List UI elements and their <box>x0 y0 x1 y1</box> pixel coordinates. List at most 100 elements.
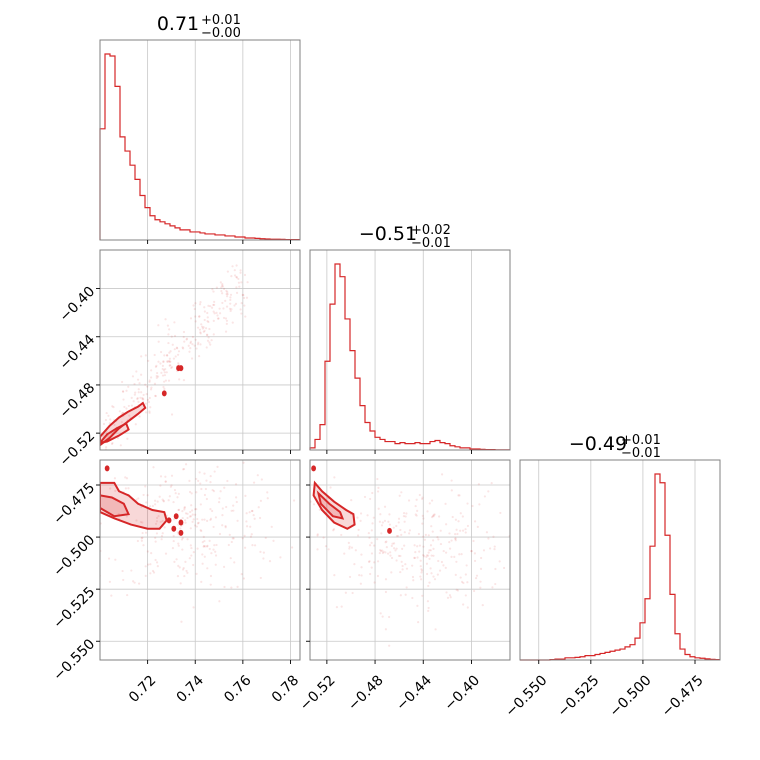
scatter-point <box>225 319 229 322</box>
scatter-point <box>200 580 203 583</box>
scatter-point <box>161 374 165 377</box>
scatter-point <box>209 574 213 578</box>
scatter-point <box>359 519 362 522</box>
scatter-point <box>194 508 197 511</box>
scatter-point <box>166 354 169 357</box>
scatter-point <box>170 484 173 487</box>
scatter-point <box>209 508 212 511</box>
scatter-point <box>234 483 238 486</box>
scatter-point <box>177 492 180 495</box>
scatter-point <box>407 499 411 502</box>
pair-content <box>100 460 296 660</box>
scatter-point <box>383 505 387 508</box>
scatter-point <box>226 290 229 294</box>
scatter-point <box>399 554 402 558</box>
scatter-point <box>419 565 422 568</box>
x-tick-label: −0.475 <box>659 672 707 720</box>
scatter-point <box>149 388 153 391</box>
scatter-point <box>418 493 421 497</box>
scatter-point <box>237 281 241 284</box>
scatter-point <box>184 519 187 522</box>
hist-panel-0 <box>99 39 301 241</box>
scatter-point <box>141 396 144 400</box>
scatter-point <box>384 590 388 594</box>
scatter-point <box>489 547 492 550</box>
contour-blob <box>161 390 167 397</box>
scatter-point <box>154 558 157 562</box>
scatter-point <box>197 521 200 524</box>
scatter-point <box>244 315 247 318</box>
scatter-point <box>144 383 147 386</box>
scatter-point <box>490 482 493 485</box>
scatter-point <box>218 312 222 315</box>
scatter-point <box>425 562 429 565</box>
scatter-point <box>212 310 215 313</box>
scatter-point <box>111 405 114 408</box>
scatter-point <box>205 479 208 482</box>
scatter-point <box>217 501 221 504</box>
scatter-point <box>390 571 393 574</box>
scatter-point <box>385 540 388 543</box>
scatter-point <box>185 337 189 340</box>
scatter-point <box>391 542 394 545</box>
scatter-point <box>251 544 254 547</box>
scatter-point <box>235 496 238 499</box>
scatter-point <box>225 505 228 509</box>
scatter-point <box>141 521 144 524</box>
scatter-point <box>127 404 130 408</box>
scatter-point <box>383 519 387 522</box>
scatter-point <box>384 628 387 631</box>
scatter-point <box>372 516 375 519</box>
scatter-point <box>212 548 215 551</box>
y-tick-label: −0.48 <box>57 380 99 422</box>
scatter-point <box>246 281 249 284</box>
scatter-point <box>404 593 407 596</box>
scatter-point <box>245 512 248 515</box>
scatter-point <box>398 494 401 497</box>
scatter-point <box>239 269 242 272</box>
scatter-point <box>229 557 232 560</box>
contour-fill-0 <box>100 482 167 529</box>
scatter-point <box>242 461 245 464</box>
scatter-point <box>389 554 392 557</box>
scatter-point <box>230 509 233 512</box>
scatter-point <box>359 582 362 585</box>
pair-panel-0-2 <box>99 459 301 661</box>
scatter-point <box>458 553 461 556</box>
scatter-point <box>203 555 206 558</box>
scatter-point <box>212 303 215 307</box>
scatter-point <box>204 545 207 548</box>
scatter-point <box>236 519 239 522</box>
scatter-point <box>243 304 246 307</box>
scatter-point <box>260 478 263 481</box>
scatter-point <box>202 535 205 538</box>
scatter-point <box>428 557 431 560</box>
scatter-point <box>203 310 206 313</box>
scatter-point <box>378 551 381 555</box>
scatter-point <box>157 340 160 343</box>
scatter-point <box>379 612 382 615</box>
scatter-point <box>196 522 200 525</box>
scatter-point <box>125 477 129 480</box>
scatter-point <box>155 520 159 523</box>
scatter-point <box>454 537 457 540</box>
scatter-point <box>428 502 431 505</box>
x-tick-label: −0.525 <box>555 672 603 720</box>
x-tick-label: −0.44 <box>393 672 435 714</box>
scatter-point <box>125 515 128 518</box>
scatter-point <box>210 306 214 309</box>
scatter-point <box>214 563 217 566</box>
scatter-point <box>448 547 452 550</box>
scatter-point <box>221 514 224 517</box>
scatter-point <box>160 534 164 538</box>
param-title-0: 0.71 <box>157 13 199 35</box>
scatter-point <box>419 575 422 578</box>
scatter-point <box>388 513 391 516</box>
scatter-point <box>166 324 170 327</box>
scatter-point <box>411 596 414 600</box>
scatter-point <box>189 527 192 530</box>
scatter-point <box>253 517 256 520</box>
scatter-point <box>442 564 445 567</box>
scatter-point <box>440 473 444 476</box>
